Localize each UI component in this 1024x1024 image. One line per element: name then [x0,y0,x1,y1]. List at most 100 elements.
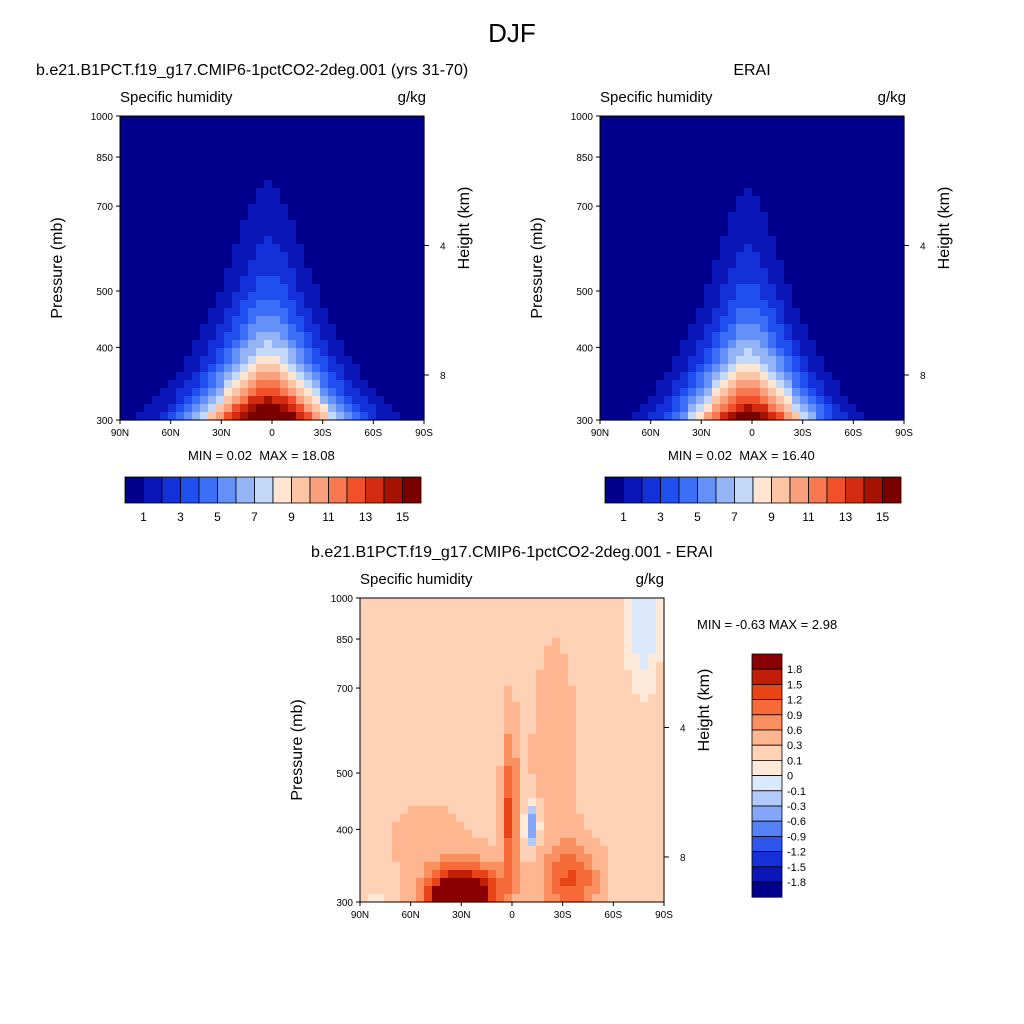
model-colorbar-label: 5 [214,510,221,524]
diff-field-cell [376,734,385,743]
model-field-cell [192,388,201,397]
obs-field-cell [672,180,681,189]
diff-field-cell [384,782,393,791]
obs-field-cell [784,252,793,261]
model-field-cell [392,188,401,197]
obs-field-cell [744,116,753,125]
diff-field-cell [424,790,433,799]
model-field-cell [232,236,241,245]
obs-field-cell [608,356,617,365]
diff-field-cell [416,638,425,647]
diff-field-cell [656,854,665,863]
diff-field-cell [552,830,561,839]
diff-field-cell [536,766,545,775]
diff-field-cell [632,598,641,607]
diff-field-cell [504,606,513,615]
diff-field-cell [432,638,441,647]
diff-field-cell [656,686,665,695]
diff-field-cell [376,702,385,711]
diff-field-cell [400,766,409,775]
obs-field-cell [616,412,625,421]
obs-field-cell [672,340,681,349]
diff-field-cell [632,710,641,719]
diff-field-cell [408,726,417,735]
model-field-cell [312,324,321,333]
model-field-cell [176,300,185,309]
obs-field-cell [784,292,793,301]
diff-field-cell [648,598,657,607]
obs-field-cell [824,212,833,221]
diff-field-cell [640,790,649,799]
model-field-cell [280,188,289,197]
obs-field-cell [712,260,721,269]
model-field-cell [280,276,289,285]
obs-field-cell [728,180,737,189]
obs-field-cell [824,204,833,213]
obs-field-cell [632,156,641,165]
model-x-tick-label: 90N [111,428,129,439]
model-field-cell [376,316,385,325]
model-field-cell [120,348,129,357]
diff-field-cell [640,734,649,743]
diff-field-cell [624,862,633,871]
model-field-cell [224,228,233,237]
model-field-cell [136,348,145,357]
diff-field-cell [464,790,473,799]
diff-field-cell [520,646,529,655]
diff-field-cell [528,774,537,783]
diff-colorbar-label: 0.9 [787,710,802,722]
diff-field-cell [384,814,393,823]
model-field-cell [280,340,289,349]
diff-field-cell [392,862,401,871]
obs-field-cell [744,396,753,405]
diff-field-cell [464,598,473,607]
model-field-cell [360,228,369,237]
model-field-cell [416,324,425,333]
obs-field-cell [792,228,801,237]
obs-field-cell [808,228,817,237]
obs-field-cell [856,300,865,309]
diff-field-cell [592,838,601,847]
model-field-cell [280,148,289,157]
model-field-cell [320,356,329,365]
obs-field-cell [632,308,641,317]
diff-field-cell [384,606,393,615]
obs-field-cell [656,156,665,165]
model-field-cell [192,188,201,197]
model-field-cell [160,220,169,229]
obs-field-cell [784,356,793,365]
diff-field-cell [424,718,433,727]
model-field-cell [320,228,329,237]
model-field-cell [120,116,129,125]
model-field-cell [184,164,193,173]
obs-field-cell [840,236,849,245]
obs-field-cell [832,156,841,165]
obs-field-cell [728,348,737,357]
diff-field-cell [392,718,401,727]
diff-field-cell [368,846,377,855]
model-field-cell [336,276,345,285]
model-field-cell [192,316,201,325]
diff-field-cell [392,814,401,823]
model-field-cell [248,164,257,173]
diff-field-cell [520,726,529,735]
obs-field-cell [872,116,881,125]
model-height-tick-label: 8 [440,371,446,382]
obs-field-cell [680,180,689,189]
obs-field-cell [824,324,833,333]
model-field-cell [296,196,305,205]
diff-field-cell [560,742,569,751]
model-field-cell [256,252,265,261]
obs-field-cell [616,372,625,381]
diff-field-cell [424,750,433,759]
diff-field-cell [632,830,641,839]
obs-field-cell [752,308,761,317]
model-field-cell [160,340,169,349]
obs-field-cell [720,300,729,309]
diff-field-cell [624,670,633,679]
obs-field-cell [872,340,881,349]
diff-field-cell [408,718,417,727]
model-field-cell [376,172,385,181]
obs-field-cell [816,228,825,237]
diff-field-cell [640,822,649,831]
